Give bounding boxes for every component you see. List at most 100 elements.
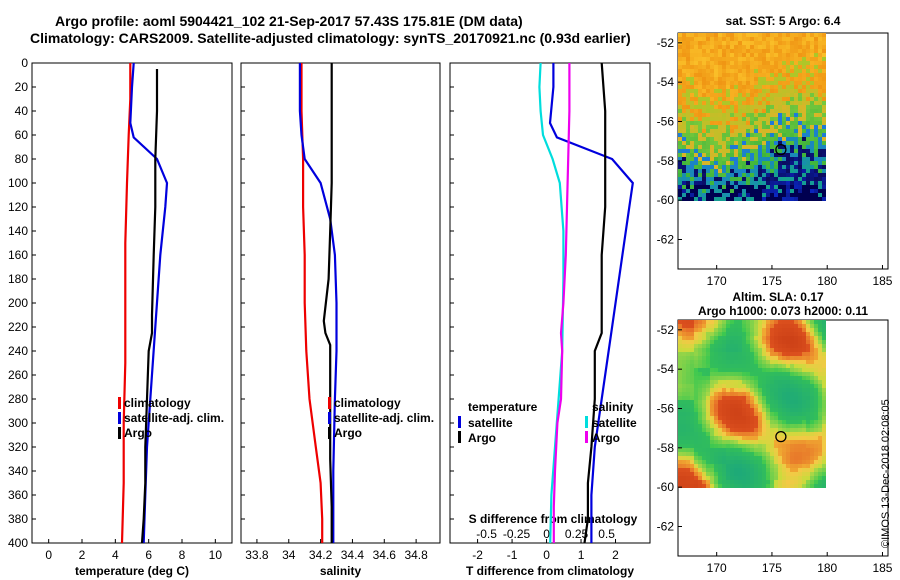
map-cell bbox=[802, 177, 806, 181]
map-cell bbox=[690, 45, 694, 49]
map-cell bbox=[726, 61, 730, 65]
map-cell bbox=[722, 472, 726, 476]
map-cell bbox=[774, 444, 778, 448]
map-cell bbox=[742, 93, 746, 97]
x-tick-label: 170 bbox=[707, 274, 727, 288]
map-cell bbox=[822, 404, 826, 408]
map-cell bbox=[718, 332, 722, 336]
map-cell bbox=[722, 81, 726, 85]
map-cell bbox=[766, 452, 770, 456]
map-cell bbox=[806, 153, 810, 157]
map-cell bbox=[786, 484, 790, 488]
map-cell bbox=[734, 173, 738, 177]
map-cell bbox=[706, 388, 710, 392]
map-cell bbox=[818, 484, 822, 488]
map-cell bbox=[770, 97, 774, 101]
map-cell bbox=[742, 105, 746, 109]
map-cell bbox=[702, 424, 706, 428]
map-cell bbox=[698, 53, 702, 57]
map-cell bbox=[710, 149, 714, 153]
map-cell bbox=[762, 97, 766, 101]
map-cell bbox=[690, 432, 694, 436]
map-cell bbox=[714, 129, 718, 133]
map-cell bbox=[714, 133, 718, 137]
map-cell bbox=[738, 364, 742, 368]
map-cell bbox=[722, 348, 726, 352]
legend-label-satellite: satellite-adj. clim. bbox=[334, 411, 434, 425]
map-cell bbox=[794, 93, 798, 97]
map-cell bbox=[806, 97, 810, 101]
map-cell bbox=[718, 440, 722, 444]
map-cell bbox=[730, 133, 734, 137]
map-cell bbox=[746, 145, 750, 149]
x-tick-label: 0 bbox=[45, 548, 52, 562]
map-cell bbox=[738, 448, 742, 452]
map-cell bbox=[758, 368, 762, 372]
map-cell bbox=[714, 173, 718, 177]
map-cell bbox=[810, 101, 814, 105]
map-cell bbox=[734, 45, 738, 49]
map-cell bbox=[738, 69, 742, 73]
x-tick-label: 180 bbox=[817, 274, 837, 288]
map-cell bbox=[754, 97, 758, 101]
map-cell bbox=[758, 61, 762, 65]
map-cell bbox=[762, 41, 766, 45]
map-cell bbox=[798, 464, 802, 468]
map-cell bbox=[750, 189, 754, 193]
map-cell bbox=[694, 444, 698, 448]
map-cell bbox=[810, 37, 814, 41]
map-cell bbox=[686, 137, 690, 141]
map-cell bbox=[690, 65, 694, 69]
map-cell bbox=[706, 424, 710, 428]
map-cell bbox=[790, 113, 794, 117]
map-cell bbox=[694, 185, 698, 189]
map-cell bbox=[754, 344, 758, 348]
map-cell bbox=[758, 432, 762, 436]
map-cell bbox=[730, 420, 734, 424]
map-cell bbox=[782, 404, 786, 408]
map-cell bbox=[746, 89, 750, 93]
map-cell bbox=[702, 396, 706, 400]
map-cell bbox=[750, 332, 754, 336]
map-cell bbox=[726, 85, 730, 89]
map-cell bbox=[702, 484, 706, 488]
map-cell bbox=[710, 400, 714, 404]
map-cell bbox=[686, 33, 690, 37]
map-cell bbox=[730, 181, 734, 185]
map-cell bbox=[814, 177, 818, 181]
map-cell bbox=[734, 33, 738, 37]
map-cell bbox=[794, 440, 798, 444]
map-cell bbox=[798, 41, 802, 45]
map-cell bbox=[778, 77, 782, 81]
map-cell bbox=[758, 424, 762, 428]
map-cell bbox=[722, 388, 726, 392]
map-cell bbox=[790, 388, 794, 392]
map-cell bbox=[730, 61, 734, 65]
map-cell bbox=[678, 468, 682, 472]
map-cell bbox=[686, 197, 690, 201]
map-cell bbox=[722, 376, 726, 380]
map-cell bbox=[762, 45, 766, 49]
map-cell bbox=[738, 460, 742, 464]
map-cell bbox=[738, 376, 742, 380]
map-cell bbox=[702, 392, 706, 396]
map-cell bbox=[762, 129, 766, 133]
map-cell bbox=[818, 65, 822, 69]
map-cell bbox=[734, 165, 738, 169]
map-cell bbox=[798, 388, 802, 392]
map-cell bbox=[758, 400, 762, 404]
map-cell bbox=[702, 117, 706, 121]
map-cell bbox=[734, 320, 738, 324]
map-cell bbox=[790, 456, 794, 460]
map-cell bbox=[810, 49, 814, 53]
map-cell bbox=[746, 440, 750, 444]
map-cell bbox=[702, 65, 706, 69]
map-cell bbox=[766, 480, 770, 484]
map-cell bbox=[786, 173, 790, 177]
map-cell bbox=[778, 448, 782, 452]
map-cell bbox=[738, 436, 742, 440]
map-cell bbox=[790, 444, 794, 448]
map-cell bbox=[726, 45, 730, 49]
map-cell bbox=[714, 448, 718, 452]
map-cell bbox=[758, 173, 762, 177]
